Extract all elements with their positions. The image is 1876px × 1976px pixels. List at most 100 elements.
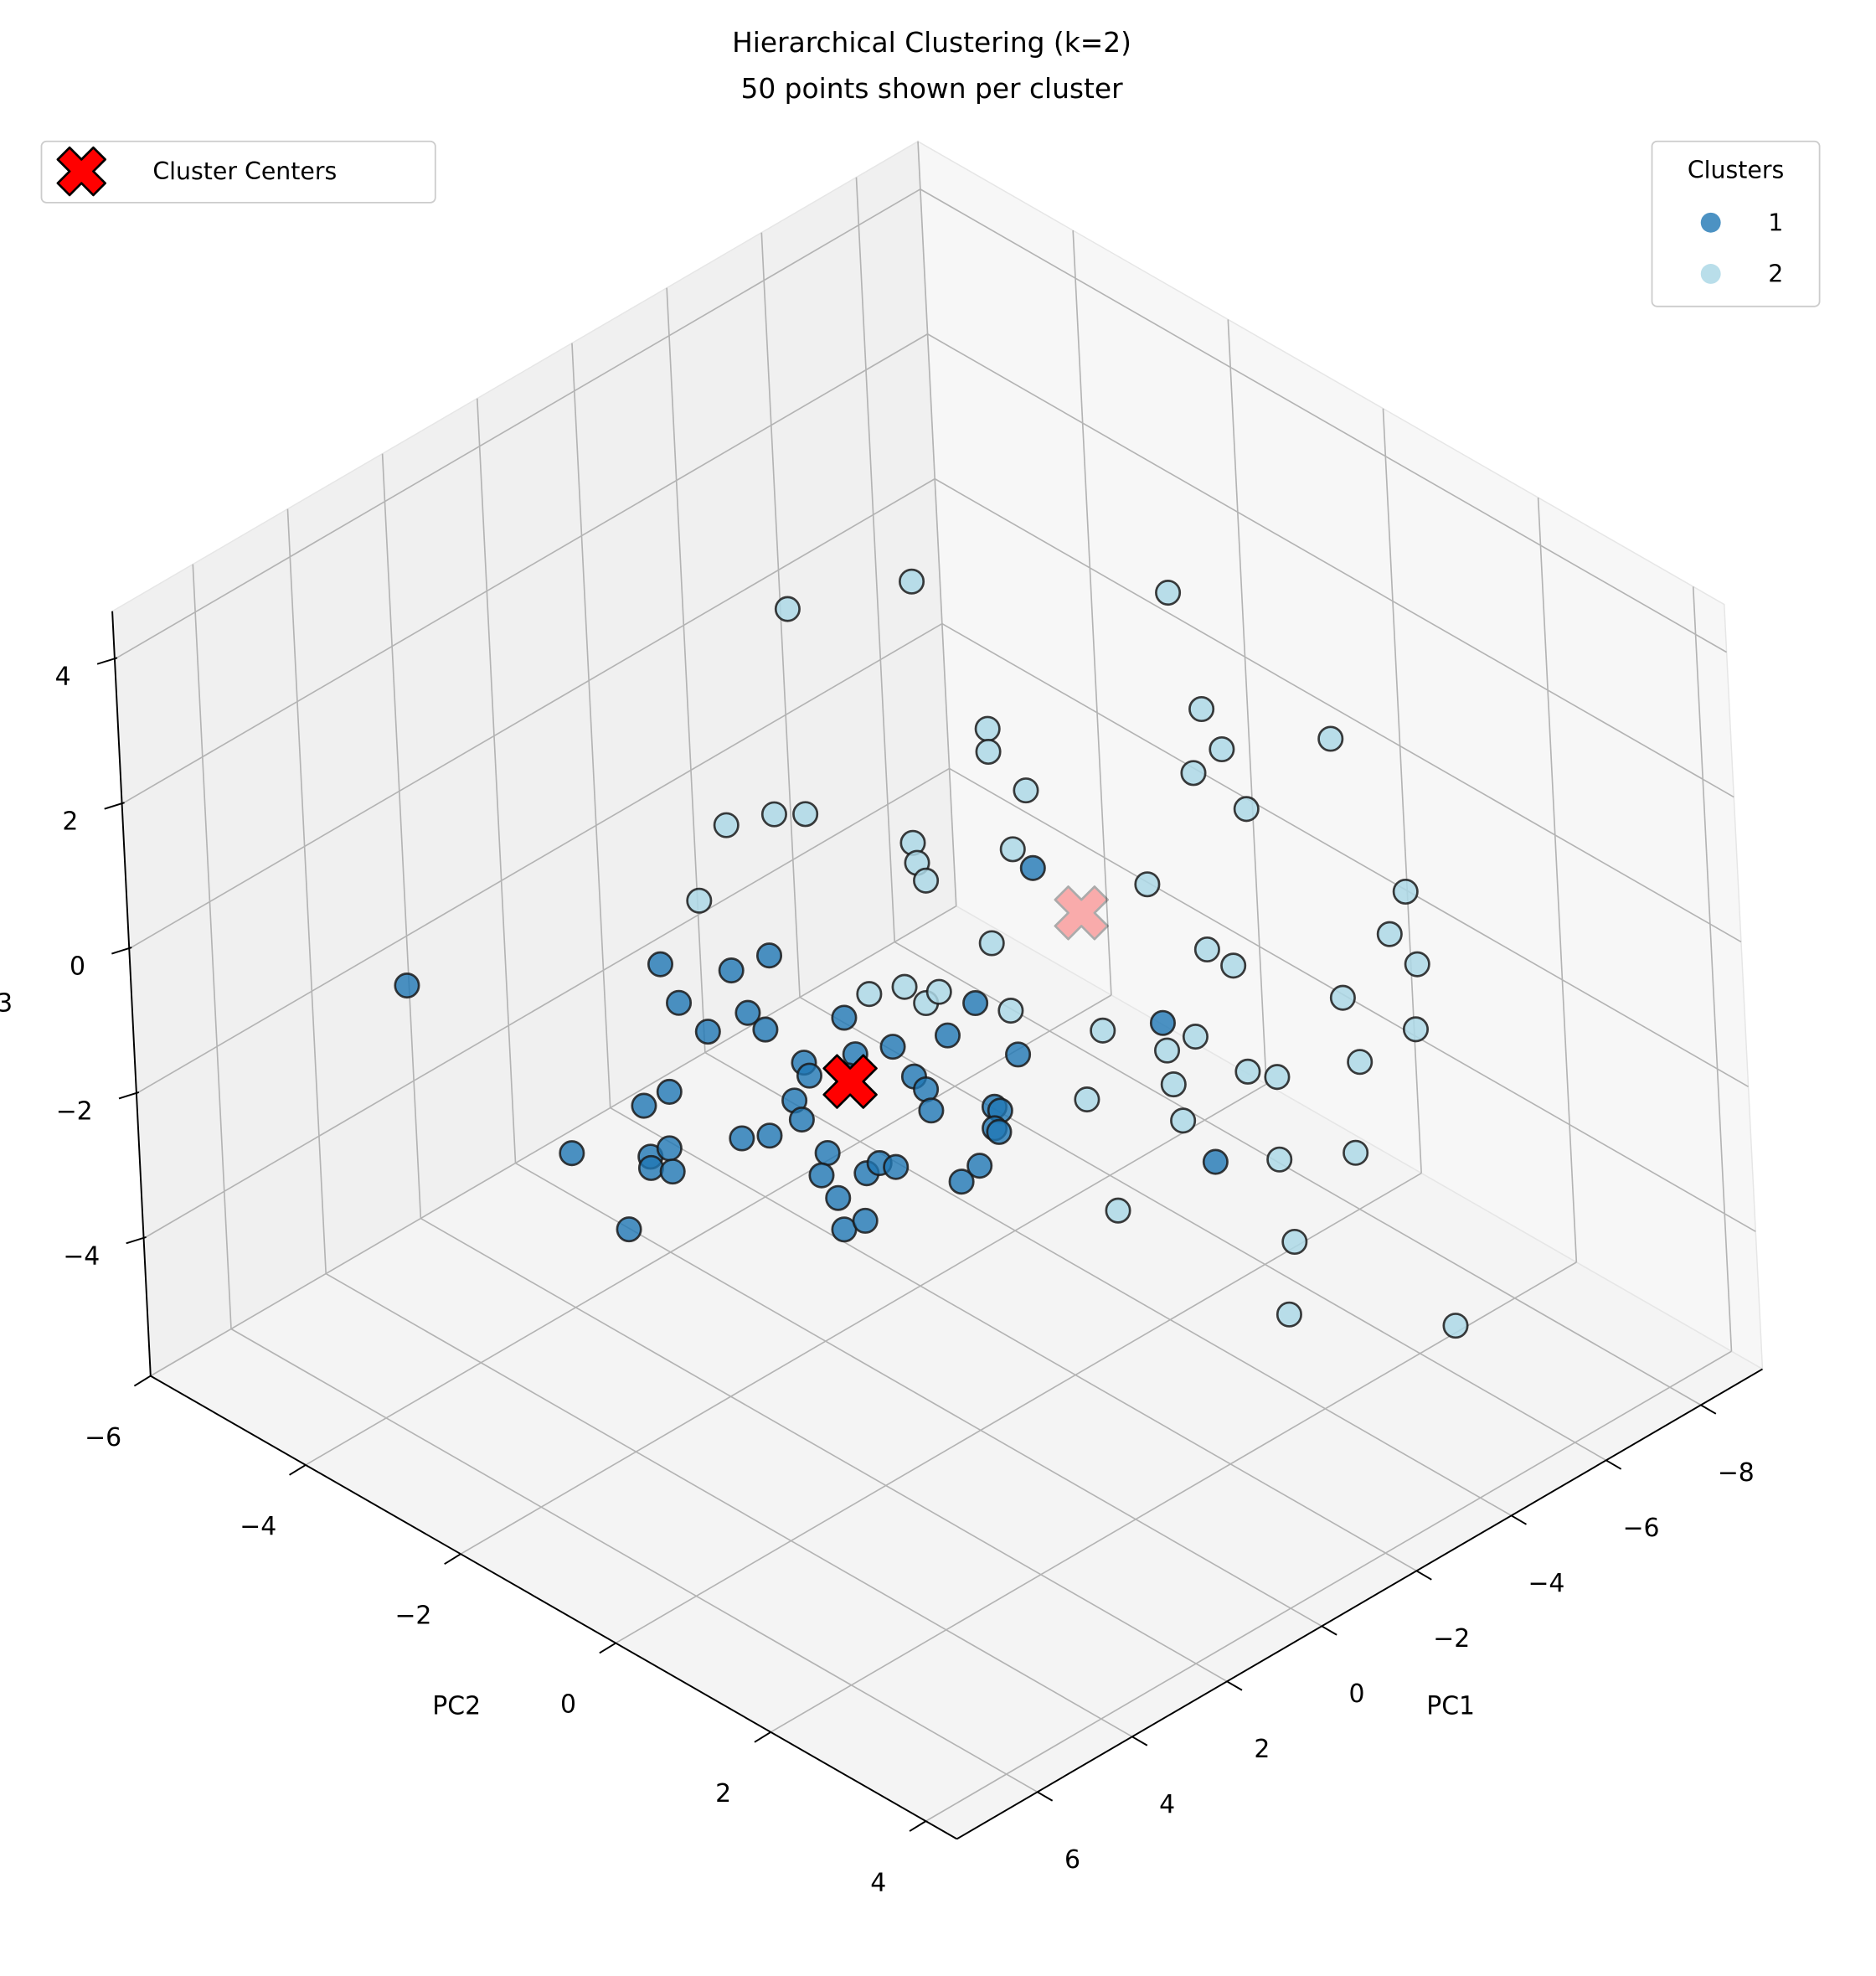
data-point xyxy=(1402,1016,1430,1043)
grid-line xyxy=(610,1107,1417,1572)
grid-line xyxy=(460,1083,1267,1555)
data-point xyxy=(966,1153,993,1179)
data-point xyxy=(974,715,1001,742)
x-tick xyxy=(1700,1404,1717,1415)
legend-label: Cluster Centers xyxy=(152,157,337,185)
data-point xyxy=(1013,777,1039,804)
legend-label: 2 xyxy=(1768,260,1783,287)
z-tick xyxy=(104,802,125,810)
grid-line xyxy=(381,453,422,1219)
legend-label: 1 xyxy=(1768,209,1783,236)
data-point xyxy=(1154,1037,1181,1064)
data-point xyxy=(852,1207,879,1234)
x-tick-label: 2 xyxy=(1254,1735,1270,1764)
data-point xyxy=(1180,760,1207,787)
grid-line xyxy=(1072,230,1112,996)
data-point xyxy=(1182,1024,1209,1050)
grid-line xyxy=(286,508,327,1274)
data-point xyxy=(734,999,761,1026)
legend-title: Clusters xyxy=(1688,157,1784,184)
data-point xyxy=(1329,984,1356,1011)
data-point xyxy=(1188,695,1215,723)
data-point xyxy=(879,1034,906,1060)
z-tick xyxy=(111,947,132,955)
data-point xyxy=(718,957,745,984)
grid-line xyxy=(143,767,950,1240)
legend-marker xyxy=(1700,264,1721,284)
data-point xyxy=(999,836,1026,863)
data-point xyxy=(1281,1228,1308,1256)
grid-line xyxy=(894,941,1702,1406)
z-tick xyxy=(96,657,118,665)
data-point xyxy=(1404,951,1430,978)
z-tick xyxy=(118,1091,140,1100)
z-axis-label: PC3 xyxy=(0,988,13,1018)
data-point xyxy=(1019,854,1046,881)
data-point xyxy=(1149,1009,1176,1036)
data-point xyxy=(755,942,783,969)
data-point xyxy=(913,867,940,894)
data-point xyxy=(659,1158,686,1185)
grid-line xyxy=(770,1261,1577,1733)
z-tick-label: 2 xyxy=(62,807,78,837)
data-point xyxy=(1202,1148,1229,1175)
data-point xyxy=(616,1216,642,1243)
x-tick xyxy=(1511,1514,1527,1525)
data-point xyxy=(752,1016,779,1043)
grid-line xyxy=(917,141,957,906)
grid-line xyxy=(666,287,706,1053)
y-tick xyxy=(289,1464,307,1476)
data-point xyxy=(760,801,787,828)
grid-line xyxy=(305,994,1112,1466)
data-point xyxy=(796,1062,822,1089)
z-tick-label: 4 xyxy=(55,663,71,692)
x-tick xyxy=(1321,1625,1337,1636)
data-point xyxy=(656,1078,683,1105)
data-point xyxy=(729,1125,755,1152)
data-point xyxy=(774,596,801,622)
data-point xyxy=(1376,921,1403,947)
y-tick xyxy=(754,1731,771,1743)
data-point xyxy=(1264,1064,1291,1091)
grid-line xyxy=(150,905,957,1377)
grid-line xyxy=(925,1350,1732,1822)
data-point xyxy=(948,1169,975,1195)
data-point xyxy=(808,1162,835,1189)
data-point xyxy=(925,978,952,1005)
grid-line xyxy=(571,343,611,1108)
data-point xyxy=(1343,1139,1369,1166)
data-point xyxy=(559,1140,585,1167)
data-point xyxy=(1105,1197,1131,1224)
data-point xyxy=(997,998,1024,1024)
data-point xyxy=(831,1004,858,1031)
z-axis-line xyxy=(111,611,152,1376)
grid-line xyxy=(230,1328,1038,1793)
grid-line xyxy=(476,398,517,1163)
grid-line xyxy=(136,622,943,1095)
cluster-center xyxy=(1054,885,1109,941)
data-point xyxy=(1160,1071,1187,1098)
z-tick-label: 0 xyxy=(70,952,85,981)
cluster-center xyxy=(822,1054,878,1109)
x-tick xyxy=(1226,1680,1243,1691)
data-point xyxy=(1220,952,1247,979)
data-point xyxy=(975,738,1002,766)
y-tick xyxy=(909,1820,926,1832)
data-point xyxy=(1442,1313,1469,1339)
data-point xyxy=(694,1019,721,1045)
grid-line xyxy=(325,1272,1133,1738)
data-point xyxy=(1266,1146,1293,1173)
legend-marker xyxy=(56,146,106,197)
y-tick-label: −2 xyxy=(394,1601,431,1630)
z-tick-label: −4 xyxy=(63,1241,100,1271)
data-point xyxy=(825,1184,852,1211)
x-tick-label: −6 xyxy=(1623,1514,1660,1543)
y-tick-label: 0 xyxy=(560,1690,576,1720)
z-tick-label: −2 xyxy=(56,1096,93,1126)
data-point xyxy=(1155,580,1182,606)
grid-line xyxy=(941,622,1750,1088)
y-axis-label: PC2 xyxy=(432,1691,481,1721)
legend-box xyxy=(1651,140,1821,307)
grid-line xyxy=(927,333,1734,798)
